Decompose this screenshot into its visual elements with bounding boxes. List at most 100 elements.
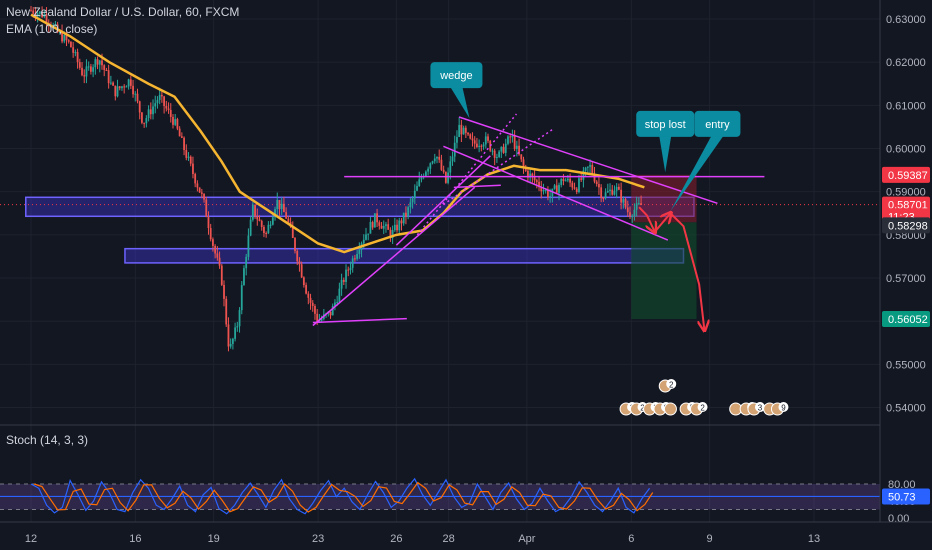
symbol-title[interactable]: New Zealand Dollar / U.S. Dollar, 60, FX… <box>6 5 240 19</box>
candle-body <box>118 86 121 89</box>
candle-body <box>493 150 496 158</box>
stoch-indicator-label[interactable]: Stoch (14, 3, 3) <box>6 433 89 447</box>
candle-body <box>618 186 620 190</box>
candle-body <box>385 224 387 226</box>
event-count-text: 9 <box>781 404 786 413</box>
candle-body <box>260 220 263 227</box>
candle-body <box>342 279 345 282</box>
candle-body <box>582 170 585 180</box>
candle-body <box>231 338 234 344</box>
candle-body <box>103 65 106 70</box>
candle-body <box>258 219 261 221</box>
event-count-badge <box>754 402 765 412</box>
candle-body <box>538 181 540 187</box>
candle-body <box>229 343 232 347</box>
candle-body <box>522 159 525 168</box>
candle-body <box>318 320 321 322</box>
candle-body <box>513 135 516 149</box>
candle-body <box>387 224 390 230</box>
event-count-text: 2 <box>700 404 705 413</box>
candle-body <box>424 171 427 177</box>
candle-body <box>160 94 163 97</box>
price-marker-text: 0.58298 <box>888 220 928 232</box>
candle-body <box>476 143 478 147</box>
candle-body <box>156 99 159 104</box>
time-tick-label: 6 <box>628 533 634 545</box>
candle-body <box>176 119 179 129</box>
candle-body <box>340 279 343 289</box>
candle-body <box>112 82 114 86</box>
candle-body <box>109 82 112 84</box>
candle-body <box>604 192 607 199</box>
candle-body <box>251 204 254 220</box>
candle-body <box>593 173 596 182</box>
candle-body <box>70 41 72 48</box>
candle-body <box>416 185 418 191</box>
economic-event-icon: 3 <box>747 402 765 416</box>
candle-body <box>74 52 77 54</box>
candle-body <box>515 145 518 149</box>
trendline <box>453 184 501 189</box>
candle-body <box>535 180 538 182</box>
candle-body <box>96 59 99 65</box>
candle-body <box>138 101 141 113</box>
candle-body <box>267 224 270 234</box>
candle-body <box>212 239 214 246</box>
candle-body <box>296 250 299 262</box>
candle-body <box>362 239 365 244</box>
candle-body <box>45 14 48 23</box>
candle-body <box>502 146 505 153</box>
support-resistance-zone <box>25 196 695 218</box>
candle-body <box>436 156 438 159</box>
candle-body <box>542 190 545 192</box>
candle-body <box>174 119 177 125</box>
candle-body <box>269 224 272 226</box>
candle-body <box>580 178 583 180</box>
callout-pointer <box>670 135 724 212</box>
time-tick-label: 28 <box>442 533 454 545</box>
candle-body <box>338 288 341 302</box>
candle-body <box>564 180 567 182</box>
candle-body <box>484 136 487 145</box>
trendline <box>312 186 476 327</box>
candle-body <box>382 225 385 229</box>
candle-body <box>589 165 591 167</box>
candle-body <box>487 136 489 141</box>
candle-body <box>391 230 394 238</box>
candle-body <box>149 109 152 115</box>
candle-body <box>600 187 603 198</box>
price-marker-bg <box>882 311 930 328</box>
callout-entry: entry <box>670 110 741 212</box>
candle-body <box>358 249 361 254</box>
candle-body <box>205 199 208 217</box>
candle-body <box>431 161 434 164</box>
candle-body <box>365 234 367 240</box>
candle-body <box>92 67 95 72</box>
candle-body <box>192 163 194 174</box>
candle-body <box>65 34 68 41</box>
candle-body <box>371 222 374 228</box>
candle-body <box>509 136 512 138</box>
candle-body <box>571 182 574 188</box>
price-marker-text: 0.59387 <box>888 170 928 182</box>
event-count-text: 2 <box>669 381 674 390</box>
trendline <box>458 116 718 205</box>
candle-body <box>291 226 294 238</box>
candle-body <box>606 190 609 193</box>
candle-body <box>453 142 456 157</box>
candle-body <box>154 103 157 107</box>
candle-body <box>566 178 569 181</box>
event-count-badge <box>697 402 708 412</box>
candle-body <box>198 187 201 193</box>
candle-body <box>393 224 396 231</box>
candle-body <box>58 31 61 33</box>
candle-body <box>376 213 378 223</box>
candle-body <box>533 176 536 181</box>
candle-body <box>540 186 543 192</box>
candle-body <box>276 199 279 210</box>
ema-indicator-label[interactable]: EMA (100, close) <box>6 22 98 36</box>
candle-body <box>511 135 514 138</box>
candle-body <box>595 181 598 185</box>
